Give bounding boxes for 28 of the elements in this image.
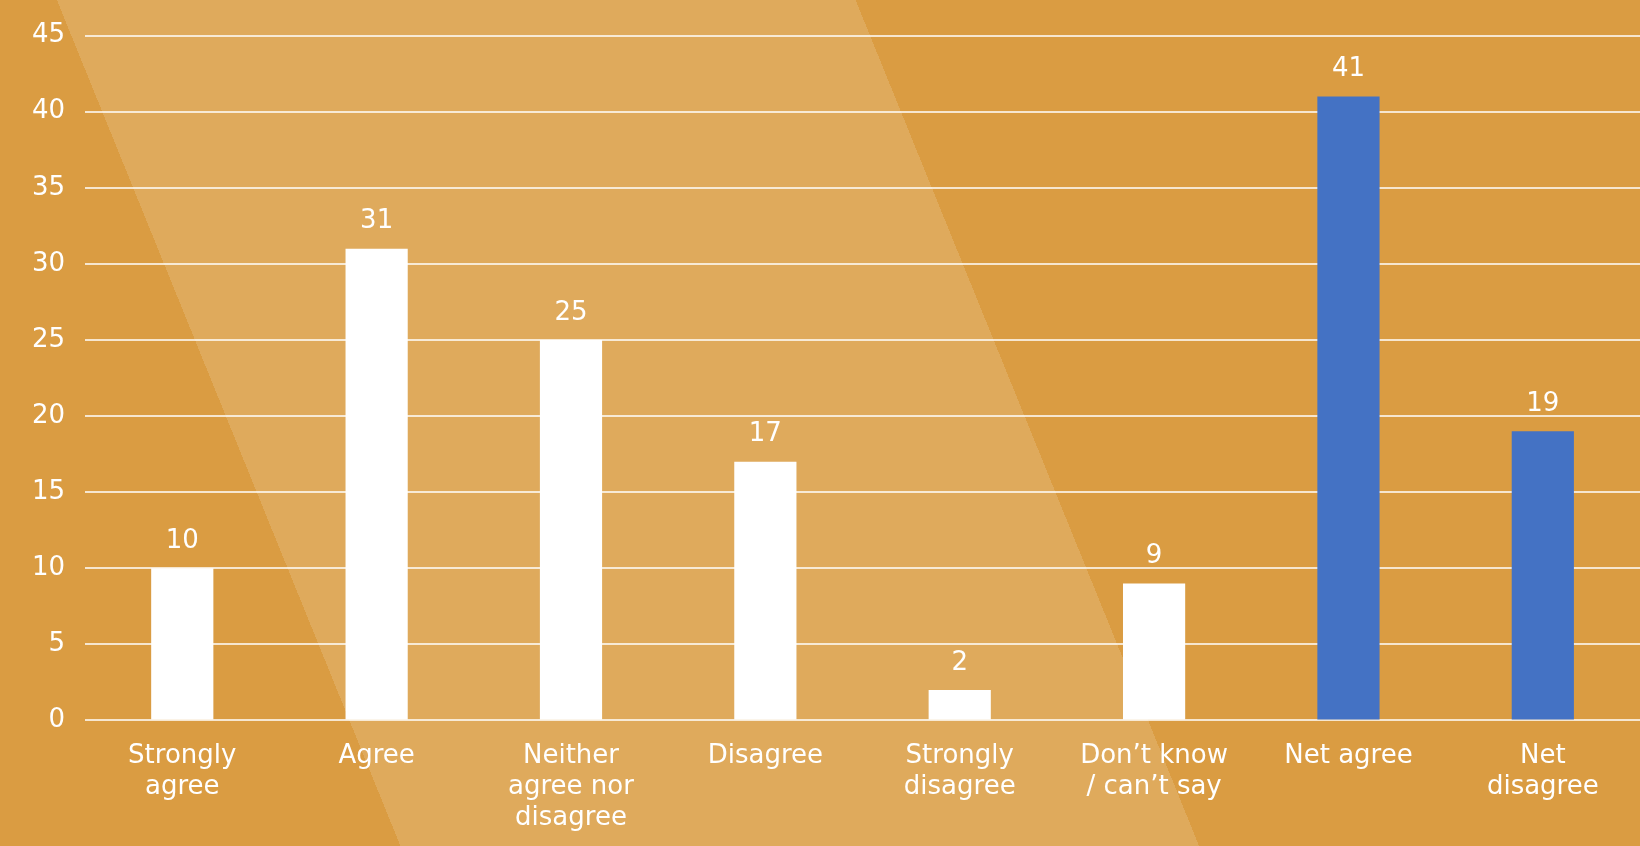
x-tick-label: Strongly agree bbox=[128, 738, 237, 800]
bar bbox=[1317, 96, 1380, 720]
y-tick-label: 45 bbox=[31, 18, 66, 49]
data-label: 41 bbox=[1331, 52, 1365, 83]
y-tick-label: 30 bbox=[31, 246, 66, 277]
data-label: 10 bbox=[165, 523, 199, 554]
y-tick-label: 5 bbox=[48, 627, 66, 658]
y-tick-label: 25 bbox=[31, 322, 66, 353]
data-label: 9 bbox=[1145, 539, 1163, 570]
y-tick-label: 40 bbox=[31, 94, 66, 125]
data-label: 25 bbox=[554, 295, 588, 326]
x-tick-label: Net agree bbox=[1284, 738, 1413, 769]
x-tick-label: Strongly disagree bbox=[903, 738, 1016, 800]
y-tick-label: 10 bbox=[31, 550, 66, 581]
x-tick-label: Agree bbox=[338, 738, 415, 769]
data-label: 2 bbox=[951, 645, 968, 676]
x-tick-label: Neither agree nor disagree bbox=[508, 738, 635, 832]
y-tick-label: 15 bbox=[31, 474, 66, 505]
x-tick-label: Disagree bbox=[707, 738, 824, 769]
y-tick-label: 0 bbox=[48, 703, 66, 734]
data-label: 19 bbox=[1526, 387, 1560, 418]
data-label: 31 bbox=[360, 204, 394, 235]
x-tick-label: Net disagree bbox=[1486, 738, 1599, 800]
y-tick-label: 35 bbox=[31, 170, 66, 201]
y-tick-label: 20 bbox=[31, 398, 66, 429]
x-tick-label: Don’t know / can’t say bbox=[1080, 738, 1229, 800]
bar bbox=[1511, 431, 1574, 720]
data-label: 17 bbox=[748, 417, 782, 448]
